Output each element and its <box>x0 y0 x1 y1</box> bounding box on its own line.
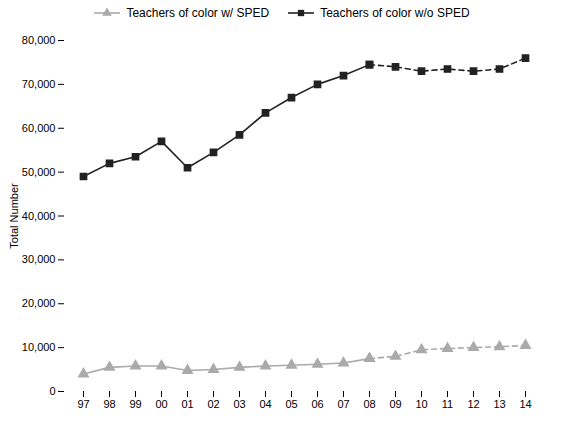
svg-text:13: 13 <box>493 398 505 410</box>
svg-text:02: 02 <box>207 398 219 410</box>
svg-text:80,000: 80,000 <box>22 34 56 46</box>
svg-text:00: 00 <box>155 398 167 410</box>
svg-text:0: 0 <box>49 385 55 397</box>
svg-text:06: 06 <box>311 398 323 410</box>
svg-text:97: 97 <box>77 398 89 410</box>
svg-text:05: 05 <box>285 398 297 410</box>
svg-text:40,000: 40,000 <box>22 210 56 222</box>
svg-text:09: 09 <box>389 398 401 410</box>
svg-text:98: 98 <box>103 398 115 410</box>
svg-text:20,000: 20,000 <box>22 297 56 309</box>
svg-text:50,000: 50,000 <box>22 166 56 178</box>
svg-text:11: 11 <box>442 398 453 410</box>
svg-text:10,000: 10,000 <box>22 341 56 353</box>
svg-text:30,000: 30,000 <box>22 253 56 265</box>
svg-text:03: 03 <box>233 398 245 410</box>
html-text:Teachers of color w/o SPED: Teachers of color w/o SPED <box>320 6 470 20</box>
svg-text:70,000: 70,000 <box>22 78 56 90</box>
svg-text:Total Number: Total Number <box>8 183 20 249</box>
svg-text:12: 12 <box>467 398 479 410</box>
svg-text:08: 08 <box>363 398 375 410</box>
svg-text:14: 14 <box>519 398 531 410</box>
html-text:Teachers of color w/ SPED: Teachers of color w/ SPED <box>126 6 270 20</box>
svg-text:10: 10 <box>415 398 427 410</box>
svg-text:01: 01 <box>181 398 193 410</box>
svg-text:04: 04 <box>259 398 271 410</box>
svg-text:99: 99 <box>129 398 141 410</box>
svg-text:60,000: 60,000 <box>22 122 56 134</box>
svg-text:07: 07 <box>337 398 349 410</box>
